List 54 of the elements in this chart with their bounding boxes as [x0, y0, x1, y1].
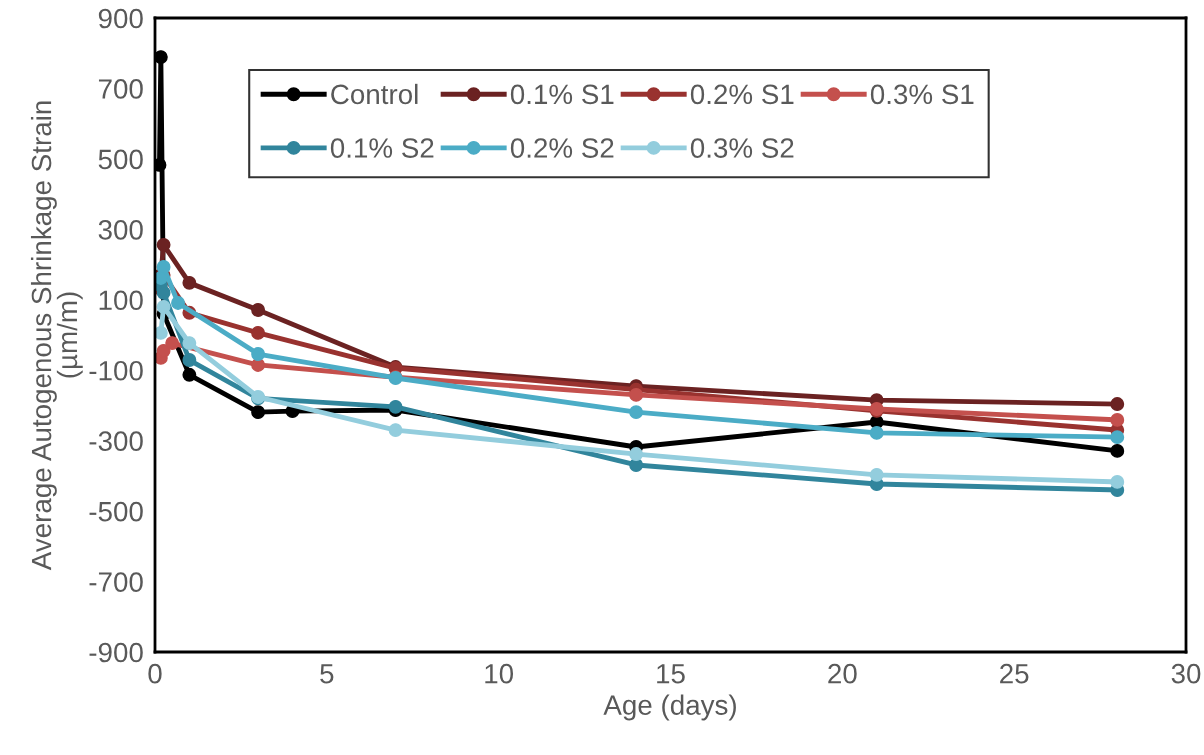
point [251, 347, 266, 361]
y-tick-label: 500 [98, 149, 143, 170]
point [1110, 474, 1125, 489]
point [1110, 397, 1125, 411]
legend-label: 0.2% S1 [690, 84, 794, 105]
legend-label: Control [331, 83, 418, 105]
point [1110, 430, 1125, 445]
legend-label: 0.1% S1 [510, 84, 614, 105]
x-tick-label: 10 [485, 663, 514, 684]
point [182, 367, 197, 382]
point [1110, 443, 1125, 458]
legend-label: 0.3% S2 [690, 138, 794, 158]
point [869, 425, 884, 440]
point [155, 325, 168, 340]
y-tick-label: 700 [98, 79, 143, 99]
y-axis-title: Average Autogenous Shrinkage Strain (µm/m) [30, 101, 83, 571]
point [182, 353, 197, 367]
legend-label: 0.2% S2 [510, 138, 614, 158]
x-tick-label: 0 [148, 663, 162, 684]
y-tick-label: 300 [98, 220, 143, 240]
point [629, 447, 644, 461]
y-tick-label: -100 [89, 360, 143, 381]
x-tick-label: 15 [657, 664, 685, 684]
y-tick-label: -500 [89, 501, 143, 522]
point [388, 399, 403, 414]
y-tick-label: -700 [89, 572, 143, 592]
x-tick-label: 20 [828, 663, 857, 684]
y-tick-label: 900 [98, 8, 143, 29]
y-tick-label: -300 [89, 431, 143, 452]
point [182, 336, 197, 351]
legend-label: 0.3% S1 [870, 84, 974, 105]
point [156, 260, 171, 274]
x-axis-title: Age (days) [603, 694, 736, 721]
point [629, 405, 644, 420]
legend-label: 0.1% S2 [330, 138, 434, 158]
point [155, 50, 168, 65]
y-tick-label: 100 [99, 290, 143, 311]
point [165, 336, 180, 351]
x-tick-label: 25 [1000, 663, 1029, 684]
point [182, 275, 197, 290]
point [388, 423, 403, 438]
x-tick-label: 30 [1171, 663, 1201, 684]
point [869, 467, 884, 482]
y-tick-label: -900 [89, 642, 143, 663]
point [251, 405, 266, 420]
point [251, 303, 266, 317]
point [156, 343, 171, 358]
point [251, 325, 266, 340]
point [156, 299, 171, 314]
point [629, 387, 644, 402]
x-tick-label: 5 [320, 664, 334, 684]
point [156, 237, 171, 252]
point [171, 296, 185, 310]
point [1110, 412, 1125, 427]
